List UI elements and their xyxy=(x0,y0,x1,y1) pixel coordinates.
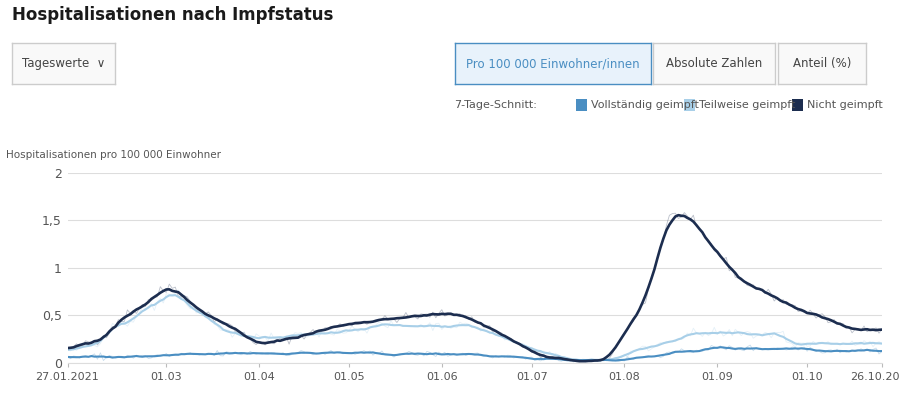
Text: Hospitalisationen pro 100 000 Einwohner: Hospitalisationen pro 100 000 Einwohner xyxy=(6,150,221,160)
Text: Teilweise geimpft: Teilweise geimpft xyxy=(699,100,796,110)
Text: Vollständig geimpft: Vollständig geimpft xyxy=(591,100,699,110)
Text: Tageswerte  ∨: Tageswerte ∨ xyxy=(22,57,105,70)
Text: 7-Tage-Schnitt:: 7-Tage-Schnitt: xyxy=(454,100,537,110)
Text: Pro 100 000 Einwohner/innen: Pro 100 000 Einwohner/innen xyxy=(466,57,639,70)
Text: Anteil (%): Anteil (%) xyxy=(793,57,850,70)
Text: Hospitalisationen nach Impfstatus: Hospitalisationen nach Impfstatus xyxy=(12,6,333,24)
Text: Absolute Zahlen: Absolute Zahlen xyxy=(666,57,762,70)
Text: Nicht geimpft: Nicht geimpft xyxy=(807,100,883,110)
